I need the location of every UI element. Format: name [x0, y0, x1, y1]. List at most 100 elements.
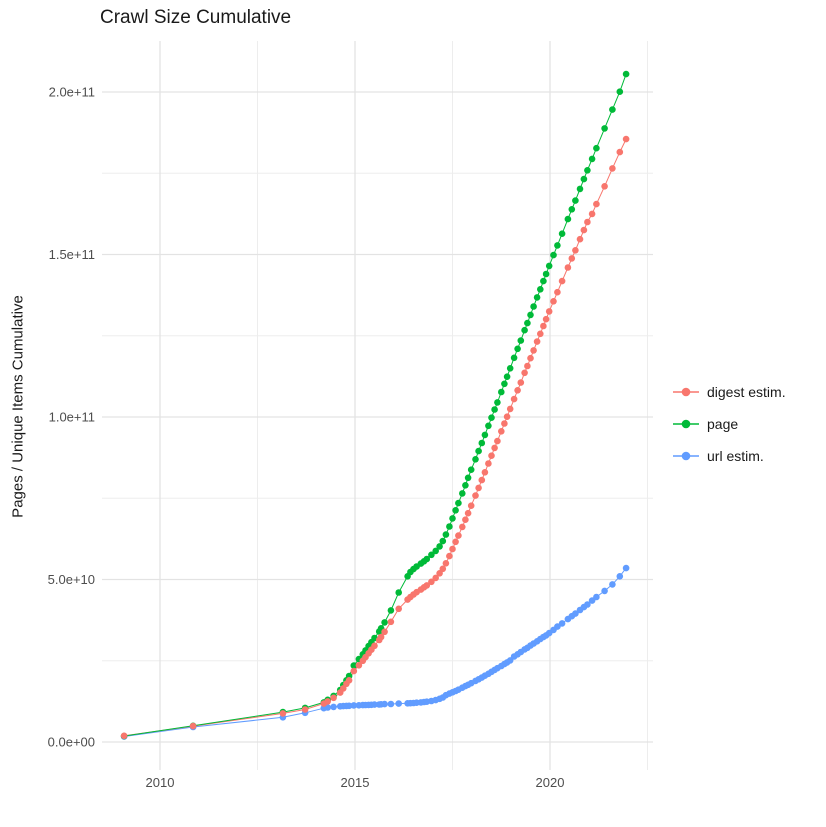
- data-point: [387, 700, 395, 708]
- data-point: [459, 523, 466, 531]
- legend-key-icon: [673, 419, 699, 429]
- data-point: [609, 581, 616, 588]
- legend-item: page: [672, 408, 786, 440]
- data-point: [462, 516, 469, 523]
- data-point: [446, 552, 453, 560]
- data-point: [540, 277, 547, 285]
- data-point: [568, 255, 576, 262]
- data-point: [576, 235, 584, 243]
- data-point: [481, 469, 489, 476]
- chart-title: Crawl Size Cumulative: [100, 7, 292, 28]
- data-point: [446, 523, 453, 530]
- data-point: [609, 165, 616, 172]
- data-point: [442, 560, 450, 567]
- data-point: [521, 326, 528, 334]
- data-point: [494, 399, 501, 406]
- y-axis-tick-labels: 0.0e+00 5.0e+10 1.0e+11 1.5e+11 2.0e+11: [48, 85, 95, 750]
- data-point: [554, 623, 561, 630]
- data-point: [554, 242, 561, 249]
- legend-item-label: page: [707, 416, 739, 432]
- data-point: [550, 251, 557, 259]
- series-points-page: [120, 70, 630, 740]
- data-point: [478, 439, 486, 447]
- data-point: [506, 365, 514, 372]
- data-point: [387, 618, 395, 626]
- data-point: [467, 466, 475, 474]
- data-point: [501, 420, 508, 427]
- data-point: [584, 218, 591, 226]
- data-point: [189, 722, 197, 730]
- data-point: [527, 311, 534, 319]
- legend-key-icon: [673, 387, 699, 397]
- data-point: [485, 422, 492, 430]
- data-point: [593, 593, 600, 601]
- legend: digest estim. page url estim.: [672, 376, 786, 472]
- data-point: [481, 431, 489, 439]
- data-point: [432, 547, 440, 555]
- data-point: [464, 509, 472, 517]
- data-point: [503, 373, 511, 381]
- data-point: [588, 155, 596, 163]
- data-point: [545, 262, 553, 270]
- data-point: [576, 185, 584, 193]
- data-point: [381, 700, 388, 708]
- data-point: [381, 628, 388, 636]
- data-point: [381, 619, 388, 626]
- data-point: [533, 294, 541, 301]
- data-point: [428, 578, 435, 586]
- data-point: [428, 551, 435, 559]
- data-point: [472, 456, 479, 463]
- data-point: [542, 315, 550, 323]
- data-point: [558, 620, 566, 627]
- data-point: [464, 474, 472, 482]
- data-point: [616, 573, 624, 580]
- data-point: [355, 662, 363, 669]
- data-point: [395, 700, 403, 707]
- data-point: [387, 607, 395, 614]
- y-tick-label: 2.0e+11: [49, 85, 95, 100]
- data-point: [542, 270, 550, 278]
- data-point: [475, 484, 482, 492]
- data-point: [455, 499, 462, 507]
- data-point: [537, 330, 544, 338]
- data-point: [494, 437, 501, 445]
- data-point: [371, 701, 378, 708]
- y-axis-title: Pages / Unique Items Cumulative: [9, 295, 27, 518]
- data-point: [395, 589, 403, 596]
- data-point: [580, 226, 588, 234]
- legend-item: url estim.: [672, 440, 786, 472]
- series-line-url-estim-: [124, 567, 627, 737]
- data-point: [330, 694, 337, 702]
- gridlines-minor: [102, 41, 653, 770]
- data-point: [436, 543, 443, 550]
- data-point: [439, 565, 447, 573]
- data-point: [622, 564, 630, 572]
- series-points-url-estim-: [120, 564, 630, 740]
- data-point: [572, 247, 579, 254]
- data-point: [530, 303, 537, 310]
- data-point: [609, 106, 616, 113]
- data-point: [462, 482, 469, 489]
- data-point: [491, 444, 498, 452]
- x-axis-tick-labels: 2010 2015 2020: [146, 775, 565, 790]
- data-point: [120, 732, 128, 740]
- data-point: [478, 476, 486, 484]
- x-tick-label: 2015: [341, 775, 370, 790]
- data-point: [564, 264, 572, 271]
- data-point: [488, 414, 495, 422]
- y-tick-label: 5.0e+10: [48, 572, 95, 587]
- data-point: [616, 148, 624, 156]
- data-point: [514, 345, 521, 353]
- data-point: [377, 633, 385, 641]
- data-point: [593, 144, 600, 152]
- data-point: [572, 197, 579, 204]
- data-point: [459, 490, 466, 497]
- data-point: [485, 460, 492, 467]
- data-point: [530, 347, 537, 354]
- data-point: [554, 288, 561, 296]
- data-point: [472, 492, 479, 499]
- data-point: [558, 230, 566, 237]
- data-point: [475, 447, 482, 455]
- data-point: [601, 125, 608, 132]
- data-point: [449, 545, 456, 553]
